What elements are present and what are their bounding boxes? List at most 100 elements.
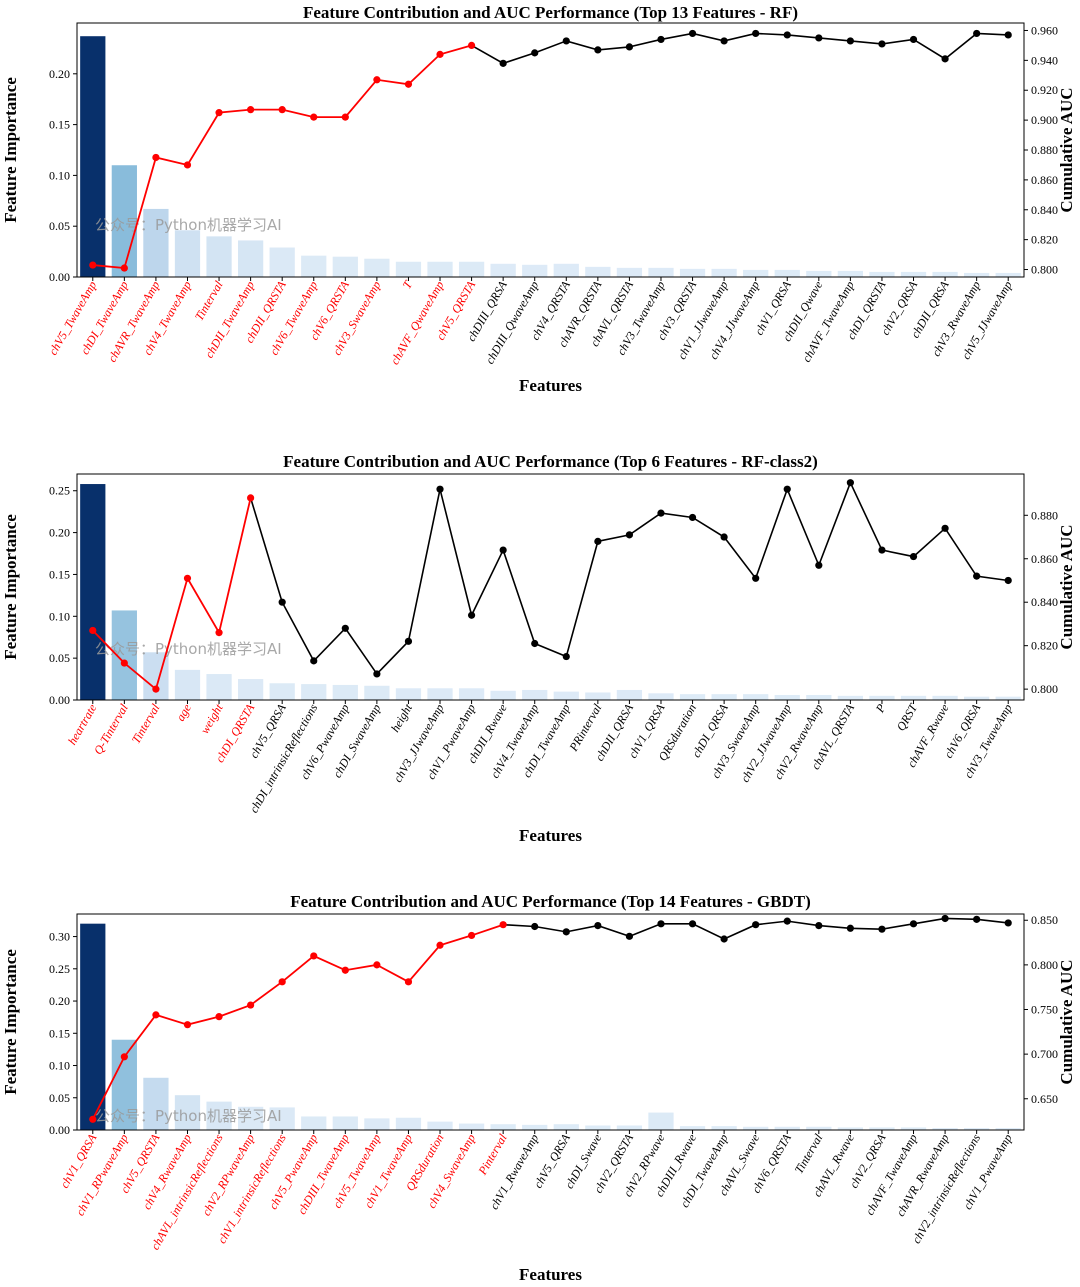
importance-bar xyxy=(679,694,706,700)
auc-point xyxy=(499,546,507,554)
right-tick-label: 0.880 xyxy=(1031,143,1058,157)
importance-bar xyxy=(174,669,201,700)
auc-point xyxy=(436,50,444,58)
auc-point xyxy=(594,922,602,930)
auc-point xyxy=(467,41,476,50)
auc-point xyxy=(183,1021,192,1029)
auc-point xyxy=(562,928,570,936)
importance-bar xyxy=(553,691,579,700)
auc-point xyxy=(1004,919,1012,927)
importance-bar xyxy=(964,1128,990,1130)
auc-point xyxy=(404,637,413,645)
chart-title: Feature Contribution and AUC Performance… xyxy=(290,892,811,911)
importance-bar xyxy=(806,1126,832,1130)
auc-point xyxy=(436,941,444,949)
auc-point xyxy=(341,966,349,974)
importance-bar xyxy=(522,1124,548,1130)
importance-bar xyxy=(206,1101,232,1130)
x-tick-label: Tinterval xyxy=(192,278,226,323)
auc-point xyxy=(688,920,697,928)
importance-bar xyxy=(837,695,864,700)
importance-bar xyxy=(585,692,611,700)
auc-point xyxy=(152,1011,160,1019)
left-tick-label: 0.20 xyxy=(49,67,70,81)
auc-point xyxy=(89,261,97,269)
left-tick-label: 0.10 xyxy=(49,1059,70,1073)
auc-point xyxy=(152,685,160,693)
importance-bar xyxy=(616,689,643,700)
importance-bar xyxy=(995,696,1021,700)
auc-line-top xyxy=(91,923,504,1120)
importance-bar xyxy=(458,1123,485,1130)
importance-bar xyxy=(427,1121,453,1130)
left-tick-label: 0.25 xyxy=(49,484,70,498)
x-tick-label: heartrate xyxy=(65,701,100,747)
auc-point xyxy=(657,509,665,517)
auc-point xyxy=(215,109,223,117)
chart-title: Feature Contribution and AUC Performance… xyxy=(303,3,798,22)
importance-bar xyxy=(427,688,453,700)
auc-point xyxy=(941,914,949,923)
x-tick-label: T xyxy=(400,277,416,291)
auc-point xyxy=(404,978,413,986)
auc-point xyxy=(594,537,602,545)
importance-bar xyxy=(995,272,1021,277)
importance-bar xyxy=(837,1127,864,1130)
watermark-text: 公众号：Python机器学习AI xyxy=(95,1107,282,1125)
importance-bar xyxy=(648,267,674,277)
right-tick-label: 0.860 xyxy=(1031,552,1058,566)
auc-point xyxy=(657,920,665,928)
auc-point xyxy=(941,524,949,532)
importance-bar xyxy=(648,693,674,700)
auc-point xyxy=(215,629,223,637)
left-tick-label: 0.20 xyxy=(49,526,70,540)
right-tick-label: 0.850 xyxy=(1031,913,1058,927)
auc-point xyxy=(815,922,823,930)
x-tick-label: Tinterval xyxy=(129,701,163,746)
auc-point xyxy=(846,37,854,45)
auc-point xyxy=(341,113,349,121)
importance-bar xyxy=(711,1126,737,1130)
auc-point xyxy=(310,113,318,121)
right-tick-label: 0.880 xyxy=(1031,508,1058,522)
right-tick-label: 0.800 xyxy=(1031,958,1058,972)
importance-bar xyxy=(237,679,264,700)
importance-bar xyxy=(585,266,611,277)
auc-point xyxy=(752,574,760,582)
importance-bar xyxy=(174,230,201,277)
importance-bar xyxy=(269,247,295,277)
plot-frame xyxy=(76,913,1025,1131)
right-tick-label: 0.960 xyxy=(1031,23,1058,37)
auc-point xyxy=(846,479,854,487)
importance-bar xyxy=(301,684,327,700)
importance-bar xyxy=(679,268,706,277)
auc-point xyxy=(467,611,476,619)
auc-point xyxy=(720,37,728,45)
auc-point xyxy=(688,513,697,522)
importance-bar xyxy=(490,263,516,277)
importance-bar xyxy=(648,1112,674,1130)
left-tick-label: 0.05 xyxy=(49,219,70,233)
auc-point xyxy=(815,34,823,42)
left-tick-label: 0.10 xyxy=(49,609,70,623)
watermark-text: 公众号：Python机器学习AI xyxy=(95,640,282,658)
left-tick-label: 0.00 xyxy=(49,270,70,284)
importance-bar xyxy=(806,270,832,277)
importance-bar xyxy=(522,264,548,277)
importance-bar xyxy=(553,1124,579,1130)
right-tick-label: 0.840 xyxy=(1031,203,1058,217)
importance-bar xyxy=(774,694,800,700)
right-axis-label: Cumulative AUC xyxy=(1057,524,1076,649)
importance-bar xyxy=(237,1106,264,1130)
importance-bar xyxy=(806,694,832,700)
x-tick-label: P xyxy=(872,701,889,716)
importance-bar xyxy=(237,240,264,277)
left-axis-label: Feature Importance xyxy=(1,77,20,223)
auc-point xyxy=(373,961,381,969)
auc-point xyxy=(783,917,791,925)
chart-2: Feature Contribution and AUC Performance… xyxy=(1,452,1076,845)
chart-title: Feature Contribution and AUC Performance… xyxy=(283,452,818,471)
right-axis-label: Cumulative AUC xyxy=(1057,959,1076,1084)
importance-bar xyxy=(332,1116,358,1130)
right-tick-label: 0.940 xyxy=(1031,53,1058,67)
